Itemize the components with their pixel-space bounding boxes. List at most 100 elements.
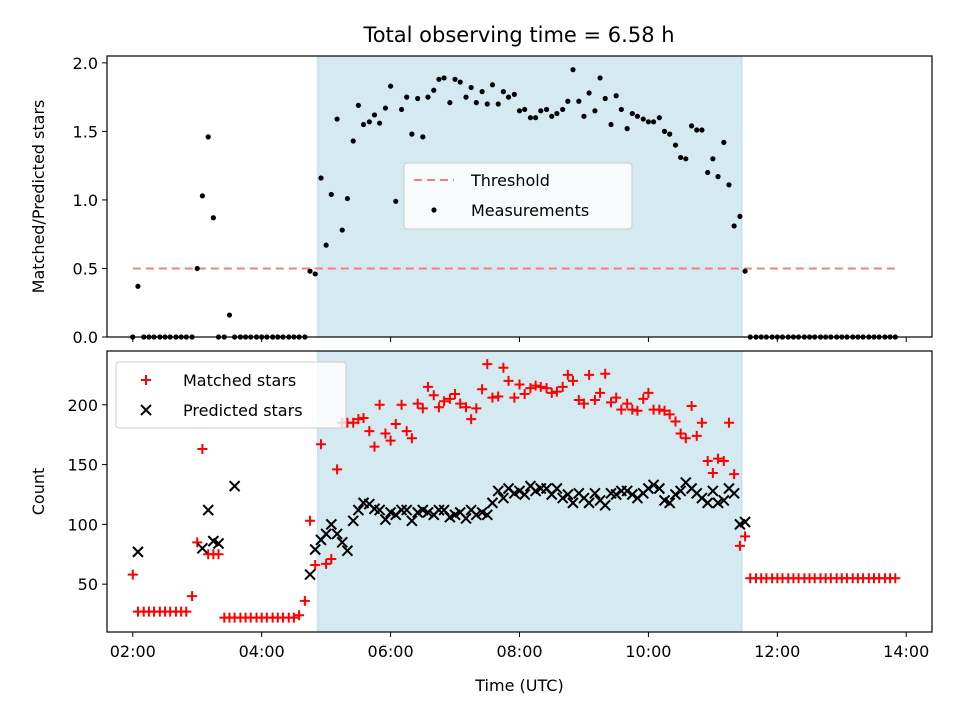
matched-point [380,428,391,439]
matched-point [433,402,444,413]
predicted-point [647,479,660,491]
measurement-point [683,156,689,162]
legend-top: Threshold Measurements [403,162,633,230]
predicted-point [599,499,611,511]
predicted-point [347,515,359,527]
measurement-point [441,75,447,81]
matched-point [675,428,686,439]
predicted-point [728,487,740,500]
predicted-point [379,513,392,526]
y-tick-label: 1.0 [73,191,98,210]
predicted-point [556,492,569,504]
measurement-point [355,102,361,108]
legend-measurements-swatch [431,207,437,213]
matched-point [890,573,901,584]
measurement-point [415,95,421,102]
predicted-point [707,485,719,497]
legend-bottom: Matched stars Predicted stars [115,361,347,429]
matched-point [326,554,337,565]
measurement-point [489,82,496,88]
measurement-point [688,123,695,129]
measurement-point [634,113,641,119]
matched-point [332,464,343,475]
matched-point [401,426,412,437]
matched-point [740,531,751,542]
x-tick-label: 14:00 [883,642,929,661]
matched-point [509,392,520,403]
measurement-point [398,106,405,113]
predicted-point [562,488,574,501]
measurement-point [629,110,635,117]
matched-point [503,375,514,386]
measurement-point [484,101,490,107]
predicted-point [320,528,332,540]
matched-point [181,606,192,617]
matched-point [595,387,606,398]
matched-point [718,456,729,467]
legend-predicted-label: Predicted stars [183,401,303,420]
matched-point [600,368,611,379]
matched-point [482,359,493,370]
y-axis-label: Count [29,468,48,516]
x-tick-label: 10:00 [625,642,671,661]
measurement-point [328,191,334,198]
measurement-point [560,106,566,113]
matched-point [358,412,369,423]
measurement-point [511,91,517,97]
measurement-point [226,312,233,318]
predicted-point [341,544,354,557]
matched-point [315,439,326,450]
measurement-point [618,106,624,113]
matched-point [192,537,203,548]
ratio-panel: 0.0 0.5 1.0 1.5 2.0 Matched/Predicted stars Th… [29,54,933,347]
matched-point [412,398,423,409]
predicted-point [663,497,676,509]
matched-point [567,375,578,386]
measurement-point [624,126,630,132]
y-tick-label: 0.5 [73,259,98,278]
predicted-point [309,543,321,556]
predicted-point [433,504,445,516]
matched-point [461,402,472,413]
measurement-point [318,175,324,181]
predicted-point [486,497,499,509]
measurement-point [495,101,501,107]
matched-point [348,417,359,428]
matched-point [627,404,638,415]
measurement-point [656,115,662,121]
y-tick-label: 1.5 [73,122,98,141]
matched-point [288,612,299,623]
predicted-point [518,488,531,501]
x-tick-label: 12:00 [754,642,800,661]
matched-point [734,540,745,551]
measurement-point [678,154,684,161]
matched-point [643,387,654,398]
measurement-point [431,87,437,93]
measurement-point [715,174,721,180]
legend-matched-label: Matched stars [183,371,296,390]
measurement-point [210,215,216,221]
matched-point [369,441,380,452]
predicted-point [674,485,687,497]
measurement-point [543,106,550,113]
measurement-point [694,127,700,133]
measurement-point [457,79,463,85]
matched-point [498,362,509,373]
matched-point [638,393,649,404]
matched-point [487,392,498,403]
measurement-point [731,223,737,229]
matched-point [187,591,198,602]
matched-point [696,417,707,428]
measurement-point [527,115,534,121]
plot-frame [106,350,933,633]
matched-point [622,398,633,409]
matched-point [299,595,310,606]
plot-frame [106,55,933,338]
predicted-point [132,546,144,558]
measurement-point [393,198,399,204]
matched-point [455,398,466,409]
measurement-point [661,128,668,134]
matched-point [353,414,364,425]
matched-point [589,395,600,406]
